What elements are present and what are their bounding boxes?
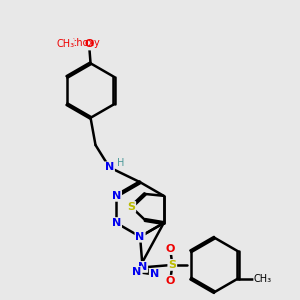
Text: S: S: [127, 202, 135, 212]
Text: O: O: [166, 276, 175, 286]
Text: N: N: [132, 267, 142, 277]
Text: methoxy: methoxy: [57, 38, 100, 49]
Text: S: S: [168, 260, 176, 270]
Text: CH₃: CH₃: [56, 40, 74, 50]
Text: N: N: [136, 232, 145, 242]
Text: N: N: [105, 162, 114, 172]
Text: CH₃: CH₃: [254, 274, 272, 284]
Text: N: N: [112, 218, 121, 228]
Text: N: N: [150, 269, 159, 280]
Text: N: N: [138, 262, 147, 272]
Text: O: O: [166, 244, 175, 254]
Text: N: N: [112, 191, 121, 201]
Text: O: O: [84, 40, 94, 50]
Text: H: H: [117, 158, 124, 168]
